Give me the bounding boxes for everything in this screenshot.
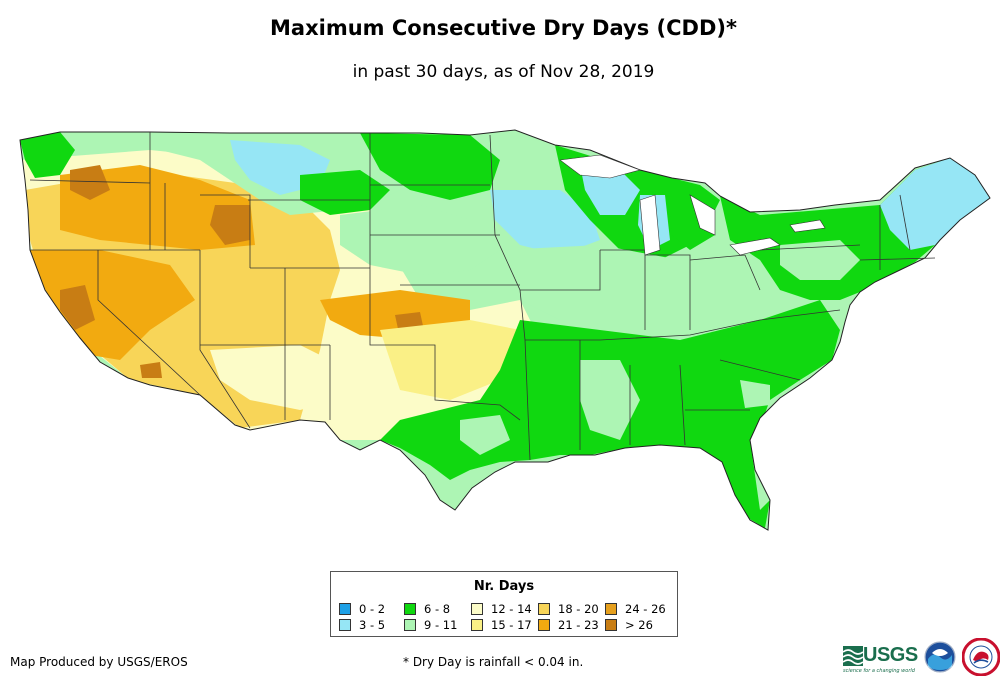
legend-title: Nr. Days — [473, 579, 535, 594]
legend-swatch — [339, 603, 351, 615]
usgs-tagline: science for a changing world — [843, 668, 915, 674]
legend-label: 18 - 20 — [558, 602, 599, 616]
noaa-logo-icon — [924, 641, 956, 673]
usgs-wave-icon — [843, 645, 863, 666]
legend-label: > 26 — [625, 618, 653, 632]
nws-logo-icon — [962, 638, 1000, 676]
map-credit: Map Produced by USGS/EROS — [10, 655, 188, 669]
usgs-logo: USGS science for a changing world — [843, 644, 918, 674]
legend: Nr. Days 0 - 2 3 - 5 6 - 8 9 - 11 12 - 1… — [330, 571, 678, 637]
legend-swatch — [471, 619, 483, 631]
legend-swatch — [538, 619, 550, 631]
legend-item-24-26: 24 - 26 — [605, 602, 666, 616]
legend-label: 24 - 26 — [625, 602, 666, 616]
legend-swatch — [538, 603, 550, 615]
legend-item-3-5: 3 - 5 — [339, 618, 385, 632]
legend-swatch — [471, 603, 483, 615]
legend-label: 3 - 5 — [359, 618, 386, 632]
legend-swatch — [605, 603, 617, 615]
footnote: * Dry Day is rainfall < 0.04 in. — [403, 655, 584, 669]
legend-label: 21 - 23 — [558, 618, 599, 632]
legend-item-18-20: 18 - 20 — [538, 602, 599, 616]
legend-item-12-14: 12 - 14 — [471, 602, 532, 616]
usgs-wordmark: USGS — [863, 644, 918, 666]
legend-label: 15 - 17 — [491, 618, 532, 632]
legend-swatch — [404, 619, 416, 631]
legend-swatch — [605, 619, 617, 631]
legend-label: 9 - 11 — [424, 618, 458, 632]
legend-label: 0 - 2 — [359, 602, 386, 616]
legend-item-6-8: 6 - 8 — [404, 602, 450, 616]
legend-item-21-23: 21 - 23 — [538, 618, 599, 632]
legend-label: 12 - 14 — [491, 602, 532, 616]
map-title: Maximum Consecutive Dry Days (CDD)* — [270, 16, 737, 40]
map-subtitle: in past 30 days, as of Nov 28, 2019 — [352, 62, 655, 82]
legend-item-15-17: 15 - 17 — [471, 618, 532, 632]
legend-item-over-26: > 26 — [605, 618, 653, 632]
legend-label: 6 - 8 — [424, 602, 451, 616]
legend-swatch — [404, 603, 416, 615]
legend-item-0-2: 0 - 2 — [339, 602, 385, 616]
legend-swatch — [339, 619, 351, 631]
legend-item-9-11: 9 - 11 — [404, 618, 457, 632]
